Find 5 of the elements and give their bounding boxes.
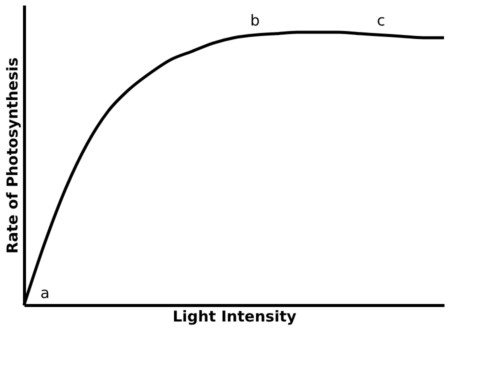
text: b [250,11,260,30]
text: c [376,11,386,30]
y-axis-title: Rate of Photosynthesis [4,57,22,254]
annotation: a [40,284,50,302]
x-axis-title: Light Intensity [172,308,297,326]
